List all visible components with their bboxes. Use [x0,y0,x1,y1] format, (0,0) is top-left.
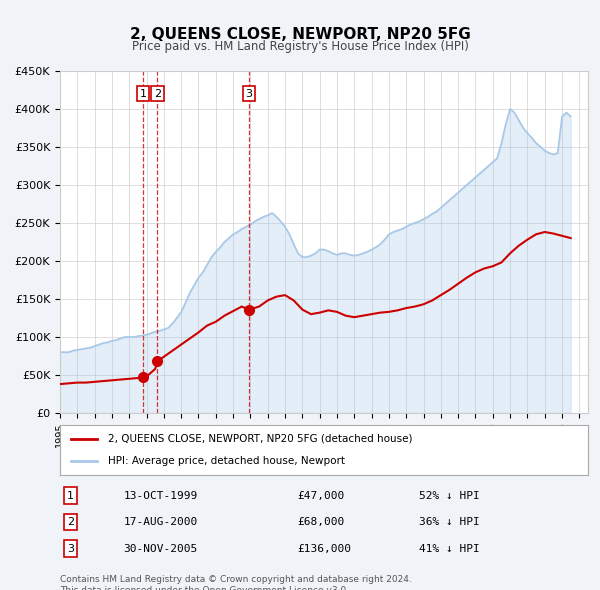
Text: 13-OCT-1999: 13-OCT-1999 [124,491,197,501]
Text: 30-NOV-2005: 30-NOV-2005 [124,543,197,553]
Text: Contains HM Land Registry data © Crown copyright and database right 2024.
This d: Contains HM Land Registry data © Crown c… [60,575,412,590]
Text: 2, QUEENS CLOSE, NEWPORT, NP20 5FG (detached house): 2, QUEENS CLOSE, NEWPORT, NP20 5FG (deta… [107,434,412,444]
Text: 52% ↓ HPI: 52% ↓ HPI [419,491,480,501]
Text: £68,000: £68,000 [298,517,345,527]
Text: £136,000: £136,000 [298,543,352,553]
Text: Price paid vs. HM Land Registry's House Price Index (HPI): Price paid vs. HM Land Registry's House … [131,40,469,53]
Text: 1: 1 [67,491,74,501]
Text: 1: 1 [139,88,146,99]
Text: 3: 3 [245,88,253,99]
Text: 36% ↓ HPI: 36% ↓ HPI [419,517,480,527]
Text: 17-AUG-2000: 17-AUG-2000 [124,517,197,527]
Text: 2, QUEENS CLOSE, NEWPORT, NP20 5FG: 2, QUEENS CLOSE, NEWPORT, NP20 5FG [130,27,470,41]
Text: 41% ↓ HPI: 41% ↓ HPI [419,543,480,553]
Text: 2: 2 [67,517,74,527]
Text: £47,000: £47,000 [298,491,345,501]
Text: 3: 3 [67,543,74,553]
Text: HPI: Average price, detached house, Newport: HPI: Average price, detached house, Newp… [107,456,344,466]
Text: 2: 2 [154,88,161,99]
